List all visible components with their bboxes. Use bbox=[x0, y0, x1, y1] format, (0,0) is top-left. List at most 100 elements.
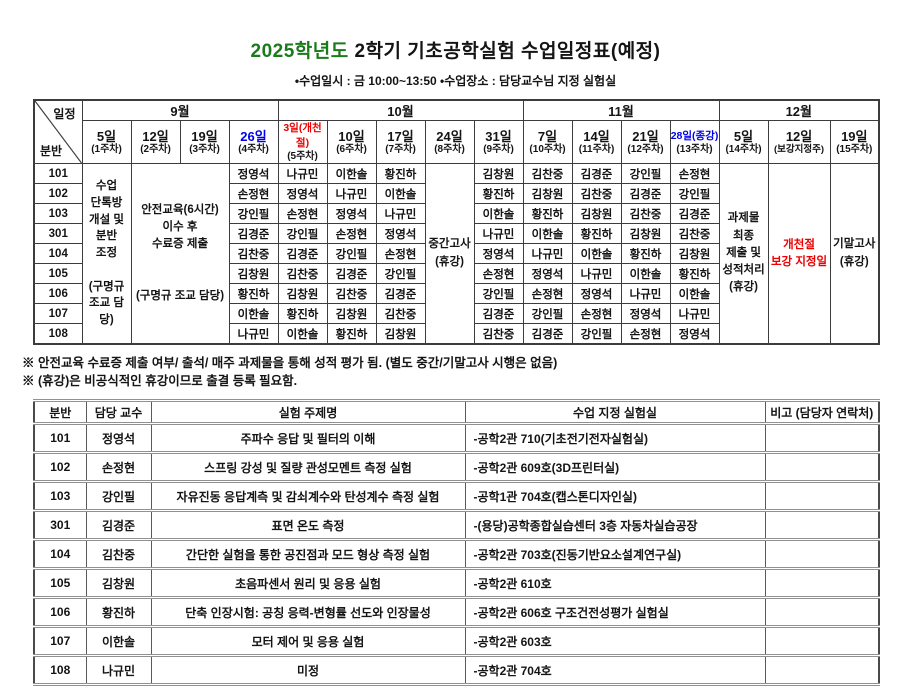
month-header-sep: 9월 bbox=[81, 99, 279, 121]
lab-class: 301 bbox=[33, 509, 87, 541]
lab-remarks bbox=[764, 422, 880, 454]
safety-training-cell: 안전교육(6시간) 이수 후 수료증 제출 (구명규 조교 담당) bbox=[130, 163, 230, 345]
lab-remarks bbox=[764, 654, 880, 686]
lab-class: 105 bbox=[33, 567, 87, 599]
lab-class: 106 bbox=[33, 596, 87, 628]
professor-cell: 손정현 bbox=[669, 163, 720, 184]
professor-cell: 강인필 bbox=[473, 283, 524, 304]
professor-cell: 정영석 bbox=[571, 283, 622, 304]
professor-cell: 정영석 bbox=[326, 203, 377, 224]
date-header: 7일 (10주차) bbox=[522, 120, 573, 164]
professor-cell: 정영석 bbox=[277, 183, 328, 204]
lab-topic: 모터 제어 및 응용 실험 bbox=[150, 625, 466, 657]
professor-cell: 김찬중 bbox=[277, 263, 328, 284]
corner-label-class: 분반 bbox=[40, 144, 63, 158]
date-header: 19일 (15주차) bbox=[829, 120, 880, 164]
lab-room: -(용당)공학종합실습센터 3층 자동차실습공장 bbox=[464, 509, 766, 541]
professor-cell: 김창원 bbox=[326, 303, 377, 324]
professor-cell: 김찬중 bbox=[669, 223, 720, 244]
professor-cell: 강인필 bbox=[326, 243, 377, 264]
professor-cell: 나규민 bbox=[522, 243, 573, 264]
professor-cell: 김찬중 bbox=[620, 203, 671, 224]
lab-remarks bbox=[764, 509, 880, 541]
lab-room: -공학2관 710(기초전기전자실험실) bbox=[464, 422, 766, 454]
professor-cell: 정영석 bbox=[473, 243, 524, 264]
lab-header-topic: 실험 주제명 bbox=[150, 399, 466, 425]
class-row-105: 105 김창원 김찬중 김경준 강인필 손정현 정영석 나규민 이한솔 황진하 bbox=[33, 263, 879, 284]
professor-cell: 강인필 bbox=[571, 323, 622, 345]
professor-cell: 손정현 bbox=[277, 203, 328, 224]
lab-professor: 김경준 bbox=[85, 509, 152, 541]
professor-cell: 김창원 bbox=[669, 243, 720, 264]
date-header-last-class: 28일(종강) (13주차) bbox=[669, 120, 720, 164]
class-row-107: 107 이한솔 황진하 김창원 김찬중 김경준 강인필 손정현 정영석 나규민 bbox=[33, 303, 879, 324]
class-row-108: 108 나규민 이한솔 황진하 김창원 김찬중 김경준 강인필 손정현 정영석 bbox=[33, 323, 879, 345]
lab-remarks bbox=[764, 567, 880, 599]
professor-cell: 김찬중 bbox=[473, 323, 524, 345]
class-label: 301 bbox=[33, 223, 83, 244]
corner-cell: 일정 분반 bbox=[33, 99, 83, 164]
lab-topic: 스프링 강성 및 질량 관성모멘트 측정 실험 bbox=[150, 451, 466, 483]
lab-row-106: 106 황진하 단축 인장시험: 공칭 응력-변형률 선도와 인장물성 -공학2… bbox=[33, 596, 880, 628]
lab-row-103: 103 강인필 자유진동 응답계측 및 감쇠계수와 탄성계수 측정 실험 -공학… bbox=[33, 480, 880, 512]
weekly-schedule-table: 일정 분반 9월 10월 11월 12월 5일 (1주차) 12일 (2주차) 19… bbox=[33, 99, 881, 345]
professor-cell: 김경준 bbox=[375, 283, 426, 304]
date-header: 10일 (6주차) bbox=[326, 120, 377, 164]
lab-professor: 이한솔 bbox=[85, 625, 152, 657]
professor-cell: 김찬중 bbox=[522, 163, 573, 184]
lab-professor: 손정현 bbox=[85, 451, 152, 483]
lab-row-107: 107 이한솔 모터 제어 및 응용 실험 -공학2관 603호 bbox=[33, 625, 880, 657]
month-header-nov: 11월 bbox=[522, 99, 720, 121]
class-label: 101 bbox=[33, 163, 83, 184]
date-header: 31일 (9주차) bbox=[473, 120, 524, 164]
date-header: 26일 (4주차) bbox=[228, 120, 279, 164]
professor-cell: 정영석 bbox=[228, 163, 279, 184]
professor-cell: 김찬중 bbox=[228, 243, 279, 264]
date-header: 14일 (11주차) bbox=[571, 120, 622, 164]
professor-cell: 손정현 bbox=[522, 283, 573, 304]
professor-cell: 손정현 bbox=[375, 243, 426, 264]
class-row-103: 103 강인필 손정현 정영석 나규민 이한솔 황진하 김창원 김찬중 김경준 bbox=[33, 203, 879, 224]
page-title: 2025학년도 2학기 기초공학실험 수업일정표(예정) bbox=[0, 0, 911, 63]
class-label: 104 bbox=[33, 243, 83, 264]
lab-assignment-table: 분반 담당 교수 실험 주제명 수업 지정 실험실 비고 (담당자 연락처) 1… bbox=[33, 399, 880, 686]
professor-cell: 김창원 bbox=[571, 203, 622, 224]
class-label: 108 bbox=[33, 323, 83, 345]
professor-cell: 이한솔 bbox=[375, 183, 426, 204]
lab-professor: 나규민 bbox=[85, 654, 152, 686]
professor-cell: 손정현 bbox=[473, 263, 524, 284]
lab-professor: 김찬중 bbox=[85, 538, 152, 570]
lab-remarks bbox=[764, 596, 880, 628]
orientation-cell: 수업 단톡방 개설 및 분반 조정 (구명규 조교 담당) bbox=[81, 163, 132, 345]
lab-header-row: 분반 담당 교수 실험 주제명 수업 지정 실험실 비고 (담당자 연락처) bbox=[33, 399, 880, 425]
lab-room: -공학2관 610호 bbox=[464, 567, 766, 599]
lab-room: -공학2관 606호 구조건전성평가 실험실 bbox=[464, 596, 766, 628]
date-header: 12일 (2주차) bbox=[130, 120, 181, 164]
professor-cell: 정영석 bbox=[375, 223, 426, 244]
lab-class: 101 bbox=[33, 422, 87, 454]
professor-cell: 김찬중 bbox=[571, 183, 622, 204]
professor-cell: 이한솔 bbox=[473, 203, 524, 224]
date-header: 17일 (7주차) bbox=[375, 120, 426, 164]
lab-professor: 황진하 bbox=[85, 596, 152, 628]
lab-topic: 주파수 응답 및 필터의 이해 bbox=[150, 422, 466, 454]
title-rest: 2학기 기초공학실험 수업일정표(예정) bbox=[348, 41, 661, 62]
professor-cell: 손정현 bbox=[228, 183, 279, 204]
lab-row-104: 104 김찬중 간단한 실험을 통한 공진점과 모드 형상 측정 실험 -공학2… bbox=[33, 538, 880, 570]
class-label: 105 bbox=[33, 263, 83, 284]
professor-cell: 나규민 bbox=[571, 263, 622, 284]
date-header: 24일 (8주차) bbox=[424, 120, 475, 164]
professor-cell: 김찬중 bbox=[375, 303, 426, 324]
professor-cell: 손정현 bbox=[620, 323, 671, 345]
class-label: 103 bbox=[33, 203, 83, 224]
month-header-dec: 12월 bbox=[718, 99, 880, 121]
lab-class: 102 bbox=[33, 451, 87, 483]
professor-cell: 이한솔 bbox=[620, 263, 671, 284]
professor-cell: 김찬중 bbox=[326, 283, 377, 304]
date-header-makeup-week: 12일 (보강지정주) bbox=[767, 120, 831, 164]
professor-cell: 김창원 bbox=[620, 223, 671, 244]
footnotes: ※ 안전교육 수료증 제출 여부/ 출석/ 매주 과제물을 통해 성적 평가 됨… bbox=[22, 354, 911, 390]
midterm-cell: 중간고사 (휴강) bbox=[424, 163, 475, 345]
lab-room: -공학2관 609호(3D프린터실) bbox=[464, 451, 766, 483]
date-header: 5일 (14주차) bbox=[718, 120, 769, 164]
